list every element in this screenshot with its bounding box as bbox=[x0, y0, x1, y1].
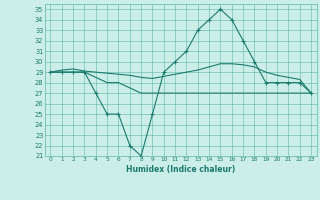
X-axis label: Humidex (Indice chaleur): Humidex (Indice chaleur) bbox=[126, 165, 236, 174]
